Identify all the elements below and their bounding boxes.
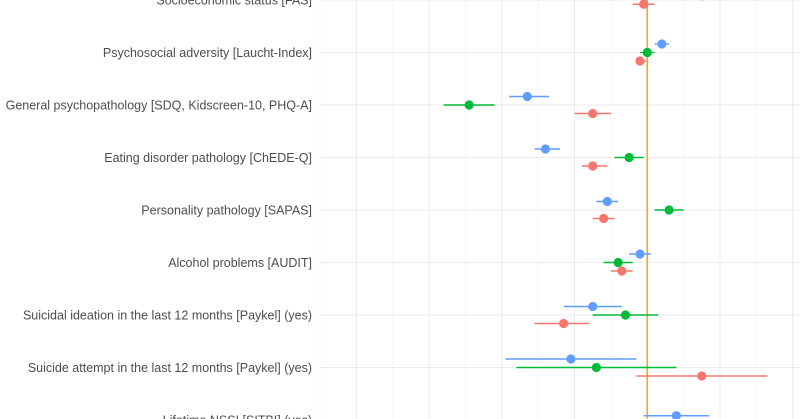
point-estimate	[591, 362, 601, 373]
point-estimate	[464, 100, 474, 110]
category-label: Psychosocial adversity [Laucht-Index]	[103, 46, 312, 60]
point-estimate	[620, 310, 631, 320]
point-estimate	[540, 144, 551, 154]
point-estimate	[588, 301, 598, 312]
point-estimate	[635, 249, 645, 259]
point-estimate	[657, 39, 667, 49]
point-estimate	[599, 213, 609, 224]
category-label: Socioeconomic status [FAS]	[156, 0, 312, 8]
point-estimate	[635, 56, 645, 66]
point-estimate	[522, 91, 532, 102]
category-label: Eating disorder pathology [ChEDE-Q]	[104, 151, 312, 165]
category-label: Suicide attempt in the last 12 months [P…	[28, 361, 312, 375]
point-estimate	[664, 205, 674, 215]
point-estimate	[613, 257, 623, 268]
point-estimate	[588, 161, 598, 171]
point-estimate	[602, 196, 612, 207]
point-estimate	[624, 152, 634, 163]
category-labels: Socioeconomic status [FAS] Psychosocial a…	[6, 0, 312, 419]
point-estimate	[639, 0, 649, 9]
point-estimate	[617, 266, 627, 276]
estimates	[443, 0, 768, 419]
category-label: Suicidal ideation in the last 12 months …	[23, 309, 312, 323]
point-estimate	[559, 318, 569, 329]
category-label: General psychopathology [SDQ, Kidscreen-…	[6, 99, 312, 113]
category-label: Personality pathology [SAPAS]	[141, 204, 312, 218]
gridlines	[319, 0, 800, 419]
point-estimate	[671, 411, 681, 419]
point-estimate	[697, 371, 707, 381]
category-label: Lifetime NSSI [SITBI] (yes)	[163, 414, 312, 419]
category-label: Alcohol problems [AUDIT]	[168, 256, 312, 270]
point-estimate	[642, 47, 652, 58]
point-estimate	[566, 354, 576, 364]
point-estimate	[588, 108, 598, 119]
